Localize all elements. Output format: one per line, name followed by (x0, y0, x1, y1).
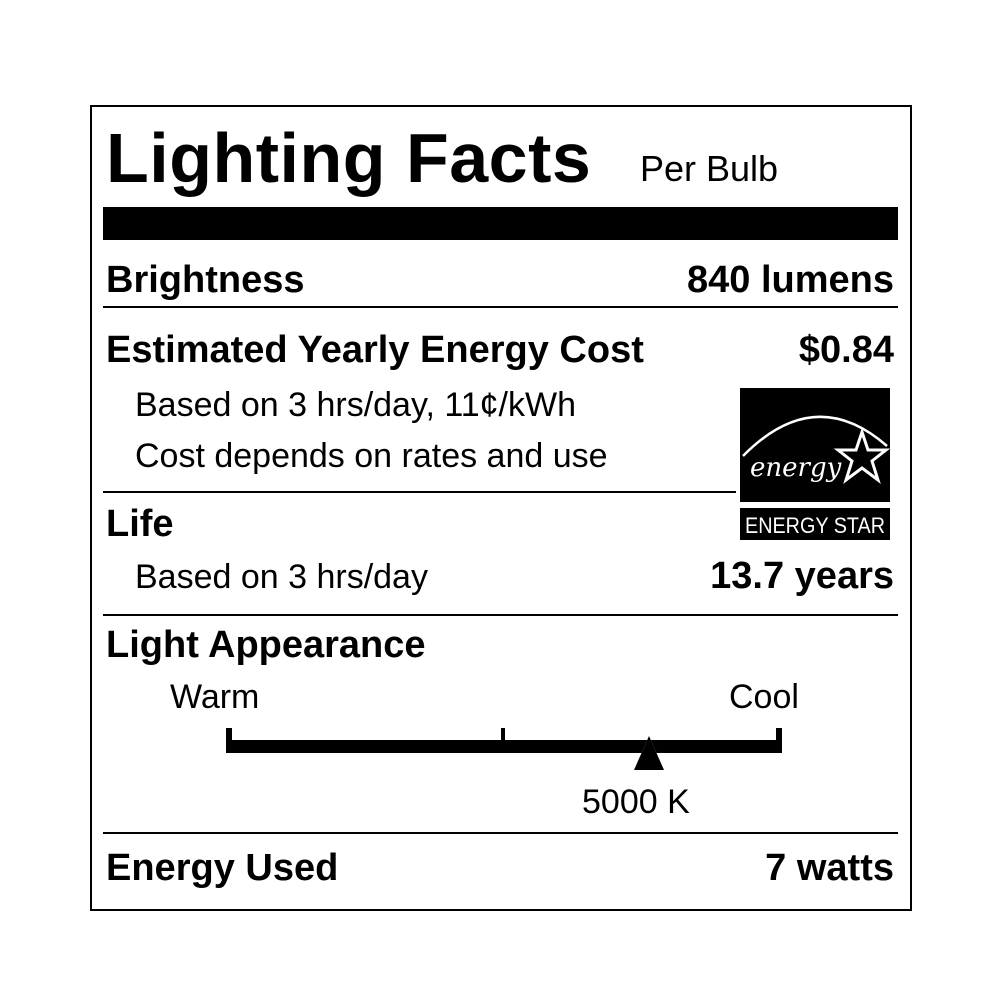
energy-star-text: ENERGY STAR (745, 513, 885, 538)
brightness-label: Brightness (106, 259, 305, 301)
energy-used-label: Energy Used (106, 847, 339, 889)
divider (103, 614, 898, 616)
energy-star-script: energy (750, 453, 842, 483)
divider (103, 306, 898, 308)
divider (103, 832, 898, 834)
color-temperature-scale (226, 728, 782, 770)
life-value: 13.7 years (710, 555, 894, 597)
energy-cost-note-depends: Cost depends on rates and use (135, 437, 608, 475)
brightness-value: 840 lumens (687, 259, 894, 301)
color-temperature-value: 5000 K (582, 783, 690, 821)
life-note: Based on 3 hrs/day (135, 558, 428, 596)
divider (103, 491, 736, 493)
life-label: Life (106, 503, 174, 545)
energy-cost-value: $0.84 (798, 329, 894, 371)
energy-star-logo: energy ENERGY STAR (740, 388, 891, 540)
label-title: Lighting Facts (106, 119, 592, 197)
energy-cost-note-rate: Based on 3 hrs/day, 11¢/kWh (135, 386, 576, 424)
lighting-facts-label (90, 105, 912, 911)
light-appearance-label: Light Appearance (106, 624, 426, 666)
cool-label: Cool (729, 678, 799, 716)
energy-cost-label: Estimated Yearly Energy Cost (106, 329, 644, 371)
label-subtitle: Per Bulb (640, 148, 779, 189)
energy-used-value: 7 watts (765, 847, 894, 889)
color-temperature-marker (633, 736, 664, 770)
warm-label: Warm (170, 678, 260, 716)
header-bar (103, 207, 898, 240)
